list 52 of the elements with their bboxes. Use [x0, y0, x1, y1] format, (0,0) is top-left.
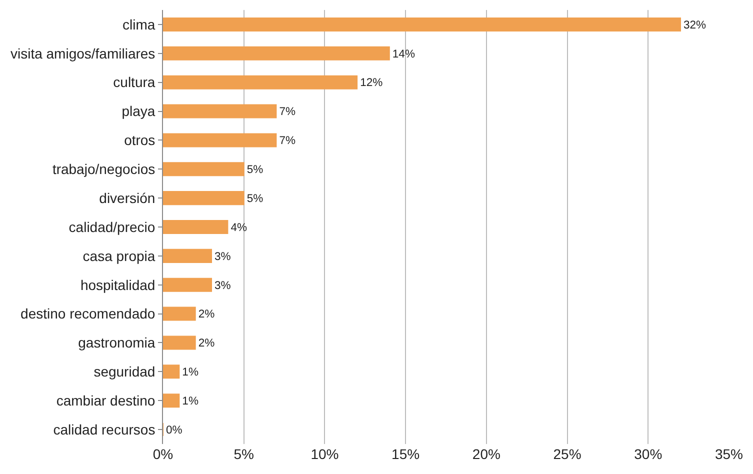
- y-tick-label: cambiar destino: [56, 392, 156, 408]
- data-label: 5%: [246, 164, 264, 176]
- bar: [163, 336, 196, 350]
- bar: [163, 394, 180, 408]
- bar: [163, 306, 196, 321]
- data-label: 7%: [279, 106, 296, 118]
- data-label: 1%: [182, 366, 198, 379]
- y-tick-label: casa propia: [82, 248, 156, 264]
- y-tick-label: playa: [122, 103, 156, 120]
- x-tick-label: 15%: [392, 446, 420, 462]
- bar: [163, 278, 212, 292]
- bar: [163, 75, 358, 90]
- data-label: 1%: [182, 396, 198, 408]
- data-label: 32%: [684, 19, 706, 32]
- data-label: 3%: [214, 250, 231, 263]
- bar: [163, 46, 390, 60]
- bar: [163, 104, 277, 118]
- y-tick-label: clima: [122, 16, 156, 32]
- y-tick-label: calidad recursos: [53, 421, 156, 438]
- x-tick-label: 25%: [553, 446, 582, 462]
- bar: [163, 17, 681, 32]
- data-label: 14%: [392, 48, 415, 60]
- y-tick-label: calidad/precio: [68, 218, 156, 235]
- bar: [163, 162, 244, 176]
- bar: [163, 220, 228, 234]
- bar: [163, 133, 277, 148]
- x-tick-label: 35%: [714, 446, 744, 462]
- data-label: 4%: [230, 222, 247, 234]
- x-tick-label: 5%: [234, 446, 254, 462]
- bar: [163, 364, 180, 379]
- y-tick-label: seguridad: [94, 364, 156, 380]
- y-tick-label: diversión: [99, 190, 156, 206]
- x-tick-label: 20%: [472, 446, 500, 462]
- bar: [163, 191, 244, 206]
- y-tick-label: destino recomendado: [20, 306, 156, 322]
- y-tick-label: hospitalidad: [80, 276, 156, 293]
- y-tick-label: gastronomia: [78, 334, 156, 351]
- y-tick-label: visita amigos/familiares: [10, 45, 156, 62]
- data-label: 2%: [198, 338, 215, 350]
- data-label: 2%: [198, 308, 215, 321]
- data-label: 7%: [279, 135, 296, 148]
- y-tick-label: otros: [124, 132, 156, 148]
- x-tick-label: 30%: [634, 446, 662, 462]
- x-tick-label: 0%: [152, 446, 174, 462]
- bar: [163, 248, 212, 263]
- y-tick-label: trabajo/negocios: [52, 161, 156, 178]
- data-label: 0%: [166, 424, 182, 436]
- data-label: 12%: [360, 77, 383, 90]
- y-tick-label: cultura: [113, 74, 156, 90]
- x-tick-label: 10%: [310, 446, 339, 462]
- data-label: 5%: [246, 192, 264, 205]
- data-label: 3%: [214, 280, 231, 292]
